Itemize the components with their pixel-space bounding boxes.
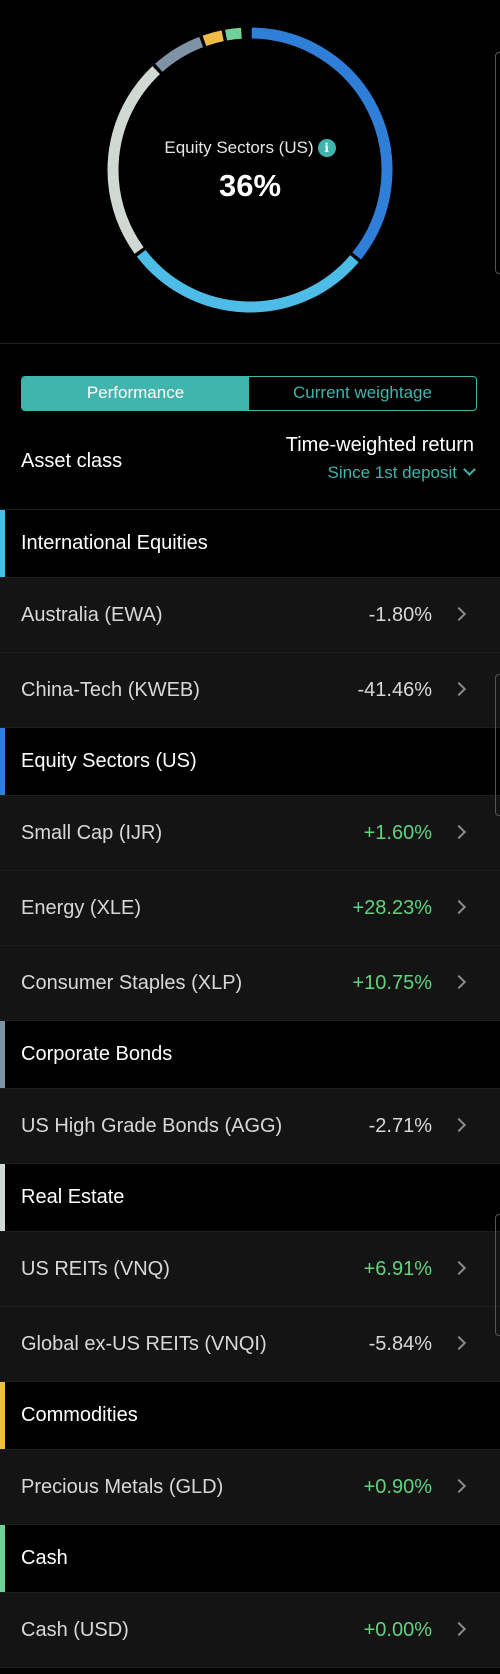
donut-segment-real-estate[interactable] [107, 66, 160, 254]
donut-segment-corporate-bonds[interactable] [155, 36, 204, 72]
donut-center-label: Equity Sectors (US) i [100, 138, 400, 158]
carousel-edge-indicator [495, 52, 500, 274]
asset-row[interactable]: Cash (USD) +0.00% [0, 1593, 500, 1668]
asset-return: -5.84% [368, 1333, 432, 1355]
donut-segment-cash[interactable] [225, 27, 242, 41]
asset-list: International Equities Australia (EWA) -1.… [0, 510, 500, 1668]
category-header: Real Estate [0, 1164, 500, 1232]
donut-segment-international-equities[interactable] [136, 249, 359, 313]
return-period-label: Since 1st deposit [327, 463, 457, 482]
category-label: International Equities [21, 532, 208, 554]
donut-segment-commodities[interactable] [202, 30, 224, 47]
chevron-right-icon [451, 1335, 467, 1351]
donut-segment-equity-sectors-us[interactable] [251, 27, 393, 260]
asset-row[interactable]: China-Tech (KWEB) -41.46% [0, 653, 500, 728]
category-label: Cash [21, 1547, 68, 1569]
category-color-bar [0, 1525, 5, 1592]
chevron-right-icon [451, 1478, 467, 1494]
tab-current-weightage[interactable]: Current weightage [293, 383, 432, 402]
view-toggle: Performance Current weightage [21, 376, 477, 411]
chevron-right-icon [451, 824, 467, 840]
chevron-down-icon [463, 463, 476, 476]
asset-row[interactable]: Australia (EWA) -1.80% [0, 578, 500, 653]
asset-row[interactable]: Energy (XLE) +28.23% [0, 871, 500, 946]
chevron-right-icon [451, 681, 467, 697]
asset-class-header: Asset class [21, 450, 123, 472]
asset-return: +10.75% [352, 972, 432, 994]
category-header: Cash [0, 1525, 500, 1593]
asset-row[interactable]: Small Cap (IJR) +1.60% [0, 796, 500, 871]
asset-row[interactable]: US High Grade Bonds (AGG) -2.71% [0, 1089, 500, 1164]
scroll-indicator [495, 1214, 500, 1336]
asset-name: Small Cap (IJR) [21, 822, 163, 844]
asset-row[interactable]: Global ex-US REITs (VNQI) -5.84% [0, 1307, 500, 1382]
asset-name: Consumer Staples (XLP) [21, 972, 243, 994]
chevron-right-icon [451, 1621, 467, 1637]
category-label: Commodities [21, 1404, 138, 1426]
category-header: International Equities [0, 510, 500, 578]
chevron-right-icon [451, 899, 467, 915]
info-icon[interactable]: i [317, 139, 336, 157]
asset-name: Global ex-US REITs (VNQI) [21, 1333, 267, 1355]
asset-name: Energy (XLE) [21, 897, 142, 919]
chevron-right-icon [451, 606, 467, 622]
allocation-donut-chart[interactable] [0, 0, 500, 343]
category-color-bar [0, 1382, 5, 1449]
asset-return: -2.71% [368, 1115, 432, 1137]
asset-name: Cash (USD) [21, 1619, 129, 1641]
return-header: Time-weighted return [285, 434, 474, 456]
asset-name: US REITs (VNQ) [21, 1258, 170, 1280]
category-header: Equity Sectors (US) [0, 728, 500, 796]
table-header: Asset class Time-weighted return Since 1… [0, 420, 500, 510]
asset-name: Precious Metals (GLD) [21, 1476, 224, 1498]
category-color-bar [0, 1164, 5, 1231]
category-label: Real Estate [21, 1186, 125, 1208]
return-period-selector[interactable]: Since 1st deposit [327, 463, 476, 483]
asset-row[interactable]: US REITs (VNQ) +6.91% [0, 1232, 500, 1307]
chevron-right-icon [451, 1260, 467, 1276]
category-color-bar [0, 510, 5, 577]
asset-return: -1.80% [368, 604, 432, 626]
asset-return: +0.00% [363, 1619, 432, 1641]
chevron-right-icon [451, 974, 467, 990]
category-label: Equity Sectors (US) [21, 750, 197, 772]
asset-row[interactable]: Precious Metals (GLD) +0.90% [0, 1450, 500, 1525]
category-color-bar [0, 728, 5, 795]
allocation-donut-section: Equity Sectors (US) i 36% [0, 0, 500, 344]
asset-return: +28.23% [352, 897, 432, 919]
donut-center-value: 36% [218, 168, 282, 203]
donut-label-text: Equity Sectors (US) [164, 138, 314, 157]
asset-name: Australia (EWA) [21, 604, 163, 626]
tab-performance[interactable]: Performance [22, 377, 249, 410]
category-label: Corporate Bonds [21, 1043, 173, 1065]
category-header: Commodities [0, 1382, 500, 1450]
asset-return: -41.46% [357, 679, 433, 701]
asset-return: +6.91% [363, 1258, 432, 1280]
asset-return: +1.60% [363, 822, 432, 844]
asset-name: US High Grade Bonds (AGG) [21, 1115, 283, 1137]
category-header: Corporate Bonds [0, 1021, 500, 1089]
scroll-indicator [495, 674, 500, 816]
chevron-right-icon [451, 1117, 467, 1133]
category-color-bar [0, 1021, 5, 1088]
asset-name: China-Tech (KWEB) [21, 679, 200, 701]
asset-row[interactable]: Consumer Staples (XLP) +10.75% [0, 946, 500, 1021]
asset-return: +0.90% [363, 1476, 432, 1498]
